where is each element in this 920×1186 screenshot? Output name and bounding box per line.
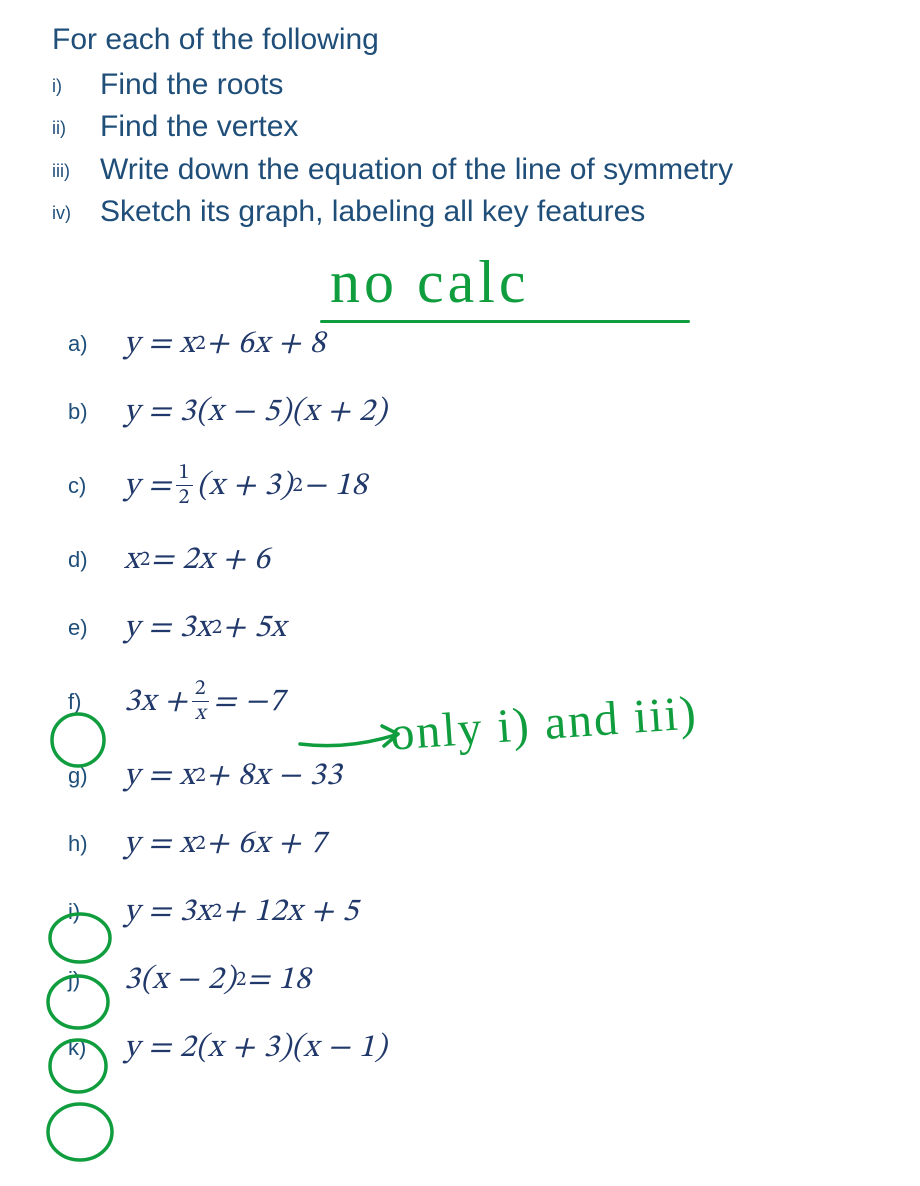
problem-equation: y = 12(x + 3)2 − 18	[124, 462, 368, 509]
problem-row: h)y = x2 + 6x + 7	[68, 813, 920, 875]
problem-row: b)y = 3(x − 5)(x + 2)	[68, 381, 920, 443]
instruction-item: iv) Sketch its graph, labeling all key f…	[52, 192, 920, 233]
problem-equation: y = 3x2 + 5x	[124, 608, 286, 648]
instruction-marker: i)	[52, 65, 100, 98]
problem-equation: 3(x − 2)2 = 18	[124, 960, 311, 1000]
instructions-block: For each of the following i) Find the ro…	[0, 20, 920, 233]
hand-circle	[48, 1104, 112, 1160]
problem-row: k)y = 2(x + 3)(x − 1)	[68, 1017, 920, 1079]
instruction-text: Sketch its graph, labeling all key featu…	[100, 192, 920, 233]
problem-equation: 3x + 2x = −7	[124, 678, 285, 725]
problem-equation: y = x2 + 6x + 7	[124, 824, 326, 864]
handwriting-no-calc-text: no calc	[330, 249, 530, 315]
problem-marker: h)	[68, 831, 124, 857]
problem-row: e)y = 3x2 + 5x	[68, 597, 920, 659]
instruction-text: Find the roots	[100, 65, 920, 106]
problem-row: j)3(x − 2)2 = 18	[68, 949, 920, 1011]
problem-marker: i)	[68, 899, 124, 925]
problem-row: c)y = 12(x + 3)2 − 18	[68, 449, 920, 523]
handwriting-no-calc: no calc	[330, 248, 530, 317]
problem-equation: y = 3(x − 5)(x + 2)	[124, 392, 387, 432]
problem-marker: d)	[68, 547, 124, 573]
problems-list: a)y = x2 + 6x + 8b)y = 3(x − 5)(x + 2)c)…	[0, 313, 920, 1079]
problem-marker: j)	[68, 967, 124, 993]
problem-marker: c)	[68, 473, 124, 499]
instruction-item: ii) Find the vertex	[52, 107, 920, 148]
worksheet-page: For each of the following i) Find the ro…	[0, 0, 920, 1186]
problem-equation: y = x2 + 8x − 33	[124, 756, 342, 796]
instruction-item: iii) Write down the equation of the line…	[52, 150, 920, 191]
instructions-heading: For each of the following	[52, 20, 920, 61]
problem-marker: k)	[68, 1035, 124, 1061]
instruction-text: Find the vertex	[100, 107, 920, 148]
problem-row: i)y = 3x2 + 12x + 5	[68, 881, 920, 943]
problem-row: a)y = x2 + 6x + 8	[68, 313, 920, 375]
instruction-marker: iv)	[52, 192, 100, 225]
problem-row: f)3x + 2x = −7	[68, 665, 920, 739]
problem-equation: y = 2(x + 3)(x − 1)	[124, 1028, 387, 1068]
instruction-marker: ii)	[52, 107, 100, 140]
problem-marker: g)	[68, 763, 124, 789]
problem-marker: b)	[68, 399, 124, 425]
problem-marker: e)	[68, 615, 124, 641]
problem-row: d)x2 = 2x + 6	[68, 529, 920, 591]
problem-equation: y = x2 + 6x + 8	[124, 324, 326, 364]
instruction-item: i) Find the roots	[52, 65, 920, 106]
instruction-text: Write down the equation of the line of s…	[100, 150, 920, 191]
problem-equation: y = 3x2 + 12x + 5	[124, 892, 359, 932]
problem-marker: a)	[68, 331, 124, 357]
instruction-marker: iii)	[52, 150, 100, 183]
problem-row: g)y = x2 + 8x − 33	[68, 745, 920, 807]
problem-equation: x2 = 2x + 6	[124, 540, 270, 580]
problem-marker: f)	[68, 689, 124, 715]
